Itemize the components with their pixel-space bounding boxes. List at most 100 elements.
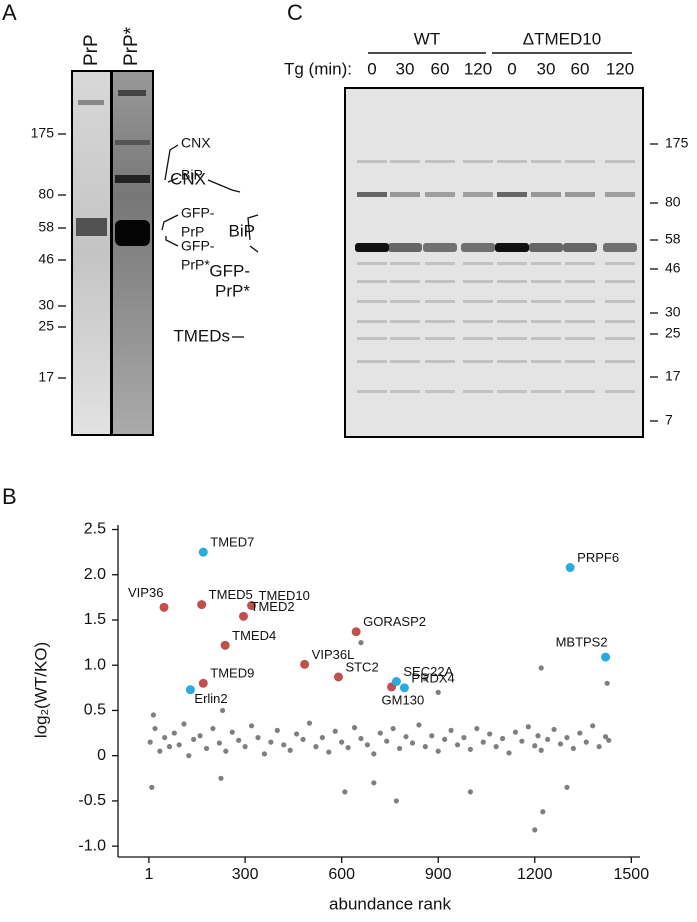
point — [525, 724, 531, 730]
band — [531, 160, 561, 163]
point — [191, 736, 197, 742]
band — [497, 262, 527, 265]
band — [565, 390, 595, 393]
band — [463, 192, 493, 197]
point-label: TMED2 — [251, 599, 295, 614]
band — [565, 337, 595, 340]
y-tick-label: 2.5 — [84, 521, 106, 538]
band — [603, 243, 637, 252]
point-label: Erlin2 — [194, 691, 227, 706]
lane-label: 30 — [537, 59, 556, 78]
point — [391, 677, 401, 687]
lane-label: 0 — [367, 59, 376, 78]
point — [358, 735, 364, 742]
point — [384, 738, 390, 744]
marker-label: 58 — [665, 231, 681, 247]
point-label: PRDX4 — [411, 670, 454, 685]
point — [313, 744, 319, 750]
point — [152, 725, 158, 732]
point-label: TMED7 — [210, 535, 254, 550]
point — [210, 725, 216, 732]
point — [223, 748, 229, 754]
point — [396, 745, 403, 752]
x-tick-label: 900 — [425, 866, 452, 883]
point — [242, 744, 248, 750]
point — [538, 747, 544, 753]
point — [261, 751, 268, 757]
band — [425, 160, 455, 163]
point — [512, 729, 519, 735]
lane-label: 30 — [396, 59, 415, 78]
band — [390, 360, 420, 363]
band — [565, 320, 595, 323]
point — [358, 640, 364, 646]
band — [357, 192, 387, 197]
point-label: GORASP2 — [363, 614, 426, 629]
band — [461, 243, 495, 252]
point — [171, 730, 177, 736]
point — [565, 563, 575, 573]
point — [577, 730, 583, 736]
band — [425, 192, 455, 197]
band-label: CNX — [181, 135, 211, 151]
marker-label: 25 — [665, 325, 681, 341]
point-label: TMED9 — [210, 666, 254, 681]
point — [219, 707, 226, 714]
point — [247, 601, 257, 611]
point — [229, 729, 235, 735]
band — [425, 280, 455, 283]
band — [605, 320, 635, 323]
point — [239, 611, 249, 621]
band — [463, 337, 493, 340]
point — [590, 723, 596, 729]
point — [499, 735, 506, 742]
band — [463, 280, 493, 283]
band — [357, 337, 387, 340]
point — [332, 728, 338, 734]
annotation-lines — [161, 144, 259, 338]
band-label: GFP- — [181, 205, 215, 221]
band — [565, 262, 595, 265]
point — [371, 780, 377, 786]
band — [355, 243, 389, 252]
point — [319, 734, 325, 741]
band-label: GFP- — [209, 261, 250, 280]
y-tick-label: 1.0 — [84, 656, 106, 673]
point — [545, 736, 551, 742]
marker-label: 46 — [665, 260, 681, 276]
band — [531, 320, 561, 323]
x-axis-label: abundance rank — [329, 894, 451, 913]
point — [583, 739, 589, 745]
band — [497, 360, 527, 363]
point — [147, 739, 153, 745]
band — [531, 337, 561, 340]
point — [480, 739, 486, 745]
group-label: WT — [414, 29, 440, 48]
point — [487, 731, 493, 737]
band — [357, 280, 387, 283]
point — [416, 722, 422, 728]
band-label: TMEDs — [173, 326, 230, 345]
y-axis-label: log₂(WT/KO) — [31, 642, 50, 738]
point-label: PRPF6 — [577, 550, 619, 565]
point — [197, 733, 203, 739]
band — [425, 337, 455, 340]
band — [531, 300, 561, 303]
point — [364, 742, 371, 748]
point — [601, 652, 611, 662]
x-tick-label: 300 — [232, 866, 259, 883]
band — [463, 360, 493, 363]
point — [345, 744, 351, 751]
lane-label: 0 — [507, 59, 516, 78]
point — [300, 736, 306, 742]
point-label: SEC22A — [403, 664, 453, 679]
point — [255, 734, 261, 741]
band — [425, 300, 455, 303]
point — [159, 602, 169, 612]
marker-label: 7 — [665, 412, 673, 428]
y-tick-label: -1.0 — [78, 837, 106, 854]
point — [519, 738, 525, 744]
tg-label: Tg (min): — [284, 59, 352, 78]
point — [326, 749, 332, 755]
